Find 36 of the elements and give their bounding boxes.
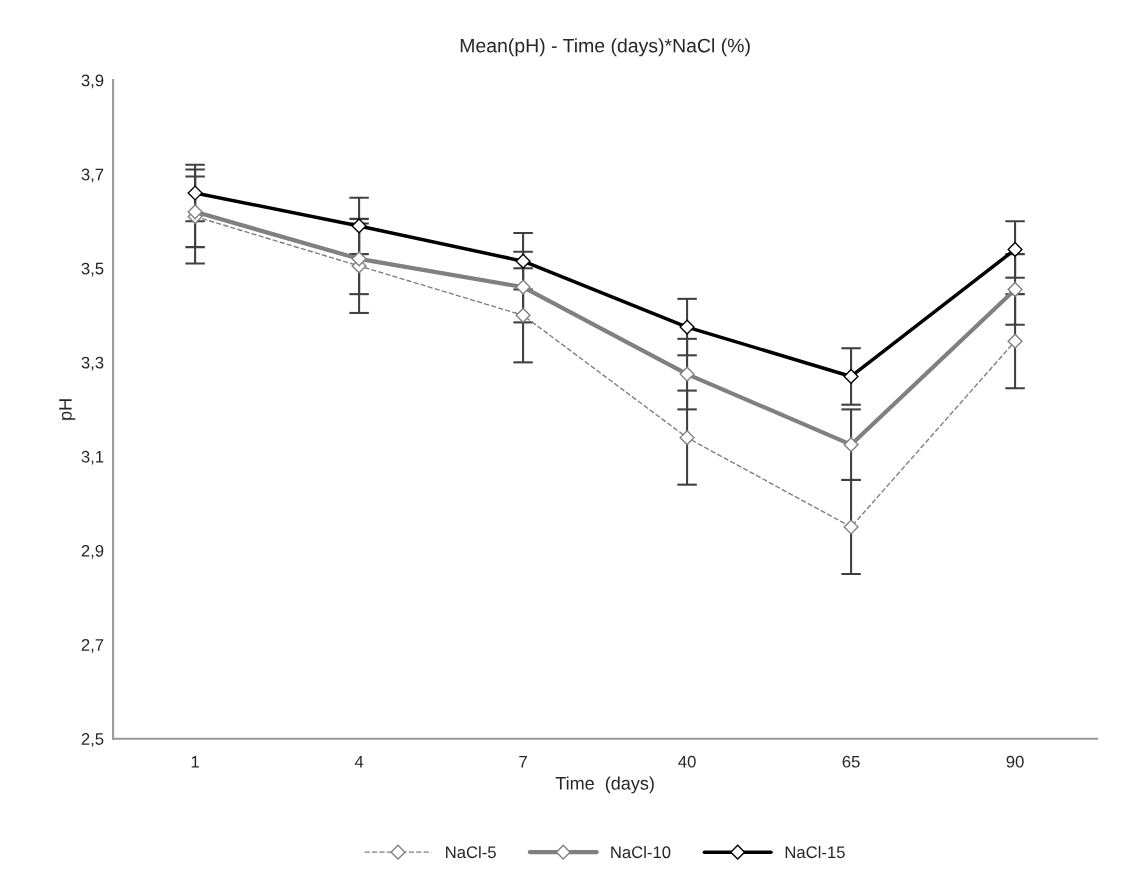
point	[515, 253, 531, 269]
point	[351, 251, 367, 267]
y-tick-label: 3,3	[81, 356, 104, 371]
point	[1007, 333, 1023, 349]
x-tick-label: 90	[1006, 755, 1024, 768]
y-tick-label: 3,9	[81, 74, 104, 89]
point	[515, 279, 531, 295]
x-axis-title: Time (days)	[555, 776, 654, 794]
y-tick-label: 3,5	[81, 262, 104, 277]
legend-label: NaCl-15	[785, 845, 845, 859]
x-tick-label: 4	[354, 755, 364, 768]
point	[351, 218, 367, 234]
point	[187, 204, 203, 220]
point	[843, 519, 859, 535]
point	[679, 430, 695, 446]
legend-label: NaCl-10	[611, 845, 671, 859]
point	[679, 366, 695, 382]
point	[679, 319, 695, 335]
y-tick-label: 2,5	[81, 733, 104, 747]
chart-title: Mean(pH) - Time (days)*NaCl (%)	[460, 38, 750, 57]
x-tick-label: 40	[678, 755, 696, 768]
point	[515, 307, 531, 323]
legend-label: NaCl-5	[446, 845, 496, 859]
point	[1007, 281, 1023, 298]
y-axis-title: pH	[59, 399, 76, 420]
point	[843, 437, 859, 453]
y-tick-label: 3,7	[81, 168, 104, 183]
y-tick-label: 3,1	[81, 450, 104, 465]
y-tick-label: 2,7	[81, 639, 104, 653]
point	[843, 368, 859, 385]
y-tick-label: 2,9	[81, 544, 104, 559]
x-tick-label: 1	[191, 755, 199, 768]
point	[1007, 241, 1023, 258]
x-tick-label: 7	[519, 755, 527, 768]
point	[187, 185, 203, 201]
x-tick-label: 65	[842, 755, 860, 768]
